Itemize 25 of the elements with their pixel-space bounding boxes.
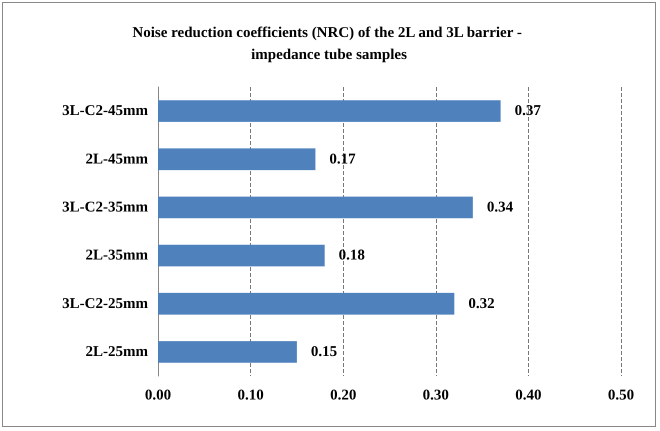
x-tick-label: 0.10: [237, 388, 264, 404]
y-tick-label: 3L-C2-35mm: [62, 199, 148, 216]
data-label: 0.18: [338, 248, 365, 264]
chart-title: Noise reduction coefficients (NRC) of the 2L and 3L barrier - impedance tube samples: [132, 25, 526, 63]
bar: [158, 244, 325, 266]
data-label: 0.37: [514, 103, 542, 120]
y-tick-label: 2L-35mm: [86, 248, 148, 264]
bar: [158, 196, 473, 218]
bar: [158, 148, 316, 170]
x-tick-label: 0.20: [330, 388, 356, 404]
bar: [158, 341, 297, 363]
y-tick-label: 3L-C2-25mm: [62, 296, 148, 312]
bar: [158, 292, 454, 315]
y-tick-label: 2L-45mm: [86, 151, 148, 168]
data-label: 0.15: [310, 344, 338, 360]
y-tick-label: 3L-C2-45mm: [62, 103, 148, 120]
x-tick-label: 0.30: [422, 388, 449, 404]
y-tick-label: 2L-25mm: [86, 344, 148, 360]
x-tick-label: 0.40: [515, 388, 542, 404]
data-label: 0.32: [468, 296, 495, 312]
x-tick-label: 0.00: [144, 388, 172, 404]
bar: [158, 100, 501, 122]
data-label: 0.17: [329, 151, 356, 168]
x-tick-label: 0.50: [608, 388, 634, 404]
data-label: 0.34: [486, 199, 514, 216]
